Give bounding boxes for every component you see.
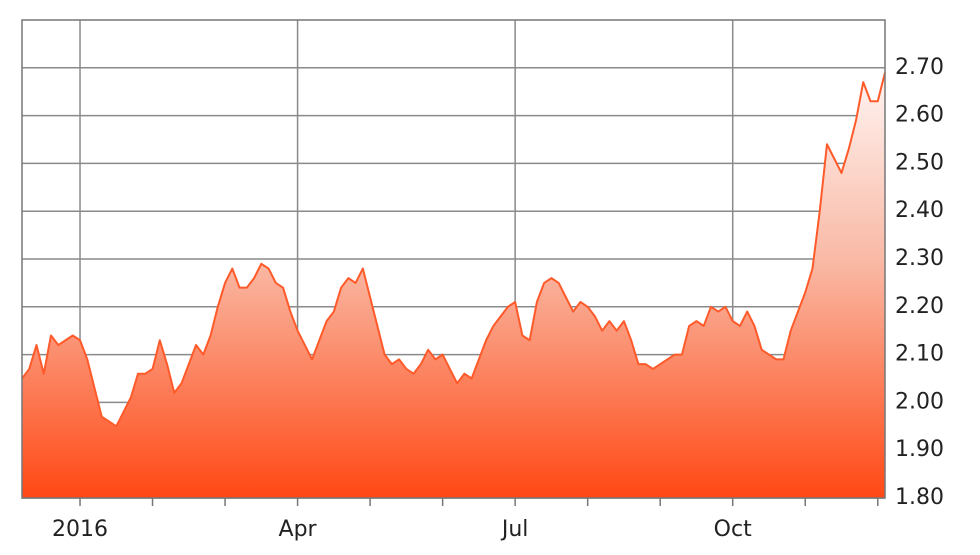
area-fill	[22, 72, 885, 498]
y-tick-label: 1.80	[895, 485, 944, 510]
line	[21, 72, 886, 428]
x-tick-label: Jul	[500, 517, 529, 542]
y-tick-label: 2.40	[895, 198, 944, 223]
y-tick-label: 2.10	[895, 342, 944, 367]
y-tick-label: 2.70	[895, 55, 944, 80]
plot-border	[21, 19, 886, 499]
x-tick-label: 2016	[52, 517, 108, 542]
y-tick-label: 2.20	[895, 294, 944, 319]
x-tick-label: Oct	[714, 517, 752, 542]
y-tick-label: 2.50	[895, 150, 944, 175]
y-tick-label: 1.90	[895, 437, 944, 462]
y-tick-label: 2.00	[895, 389, 944, 414]
y-tick-label: 2.30	[895, 246, 944, 271]
y-tick-label: 2.60	[895, 103, 944, 128]
x-tick-label: Apr	[279, 517, 318, 542]
